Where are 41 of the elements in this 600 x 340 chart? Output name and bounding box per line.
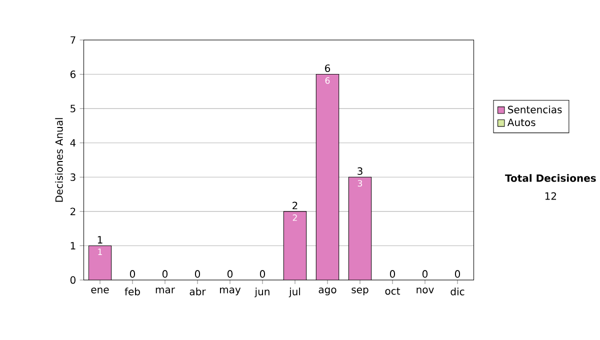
text: 12 bbox=[545, 192, 556, 200]
x-tick-label: sep bbox=[352, 288, 368, 296]
total-label: 0 bbox=[162, 270, 168, 278]
y-tick-label: 3 bbox=[70, 173, 76, 181]
total-label: 0 bbox=[194, 270, 200, 278]
data-label: 6 bbox=[325, 77, 330, 84]
legend-label: Autos bbox=[507, 118, 536, 126]
y-tick-label: 2 bbox=[70, 208, 76, 216]
total-label: 0 bbox=[260, 270, 266, 278]
x-tick-label: ago bbox=[318, 288, 336, 296]
legend-label: Sentencias bbox=[508, 106, 562, 114]
text: Total Decisiones bbox=[505, 174, 596, 182]
x-tick-label: jul bbox=[288, 288, 300, 298]
y-tick-label: 5 bbox=[70, 104, 76, 112]
x-tick-label: nov bbox=[416, 288, 434, 294]
data-label: 2 bbox=[292, 214, 297, 221]
total-label: 0 bbox=[422, 270, 428, 278]
total-label: 1 bbox=[98, 236, 102, 244]
total-label: 2 bbox=[292, 202, 298, 210]
x-tick-label: mar bbox=[156, 288, 175, 294]
data-label: 1 bbox=[98, 248, 102, 255]
y-tick-label: 4 bbox=[70, 139, 76, 147]
total-label: 3 bbox=[358, 167, 362, 175]
data-label: 3 bbox=[358, 180, 362, 187]
x-tick-label: dic bbox=[450, 288, 464, 296]
x-tick-label: may bbox=[220, 288, 241, 296]
x-tick-label: ene bbox=[91, 288, 109, 294]
y-axis-title: Decisiones Anual bbox=[55, 118, 63, 202]
x-tick-label: oct bbox=[385, 288, 400, 295]
total-label: 6 bbox=[325, 64, 330, 72]
y-tick-label: 0 bbox=[70, 276, 76, 284]
y-tick-label: 6 bbox=[70, 70, 76, 78]
total-label: 0 bbox=[130, 270, 136, 278]
x-tick-label: jun bbox=[254, 288, 270, 298]
total-label: 0 bbox=[390, 270, 396, 278]
x-tick-label: abr bbox=[190, 288, 206, 296]
x-tick-label: feb bbox=[124, 288, 140, 296]
total-label: 0 bbox=[454, 270, 460, 278]
y-tick-label: 1 bbox=[70, 242, 76, 250]
total-label: 0 bbox=[227, 270, 233, 278]
y-tick-label: 7 bbox=[70, 36, 76, 44]
